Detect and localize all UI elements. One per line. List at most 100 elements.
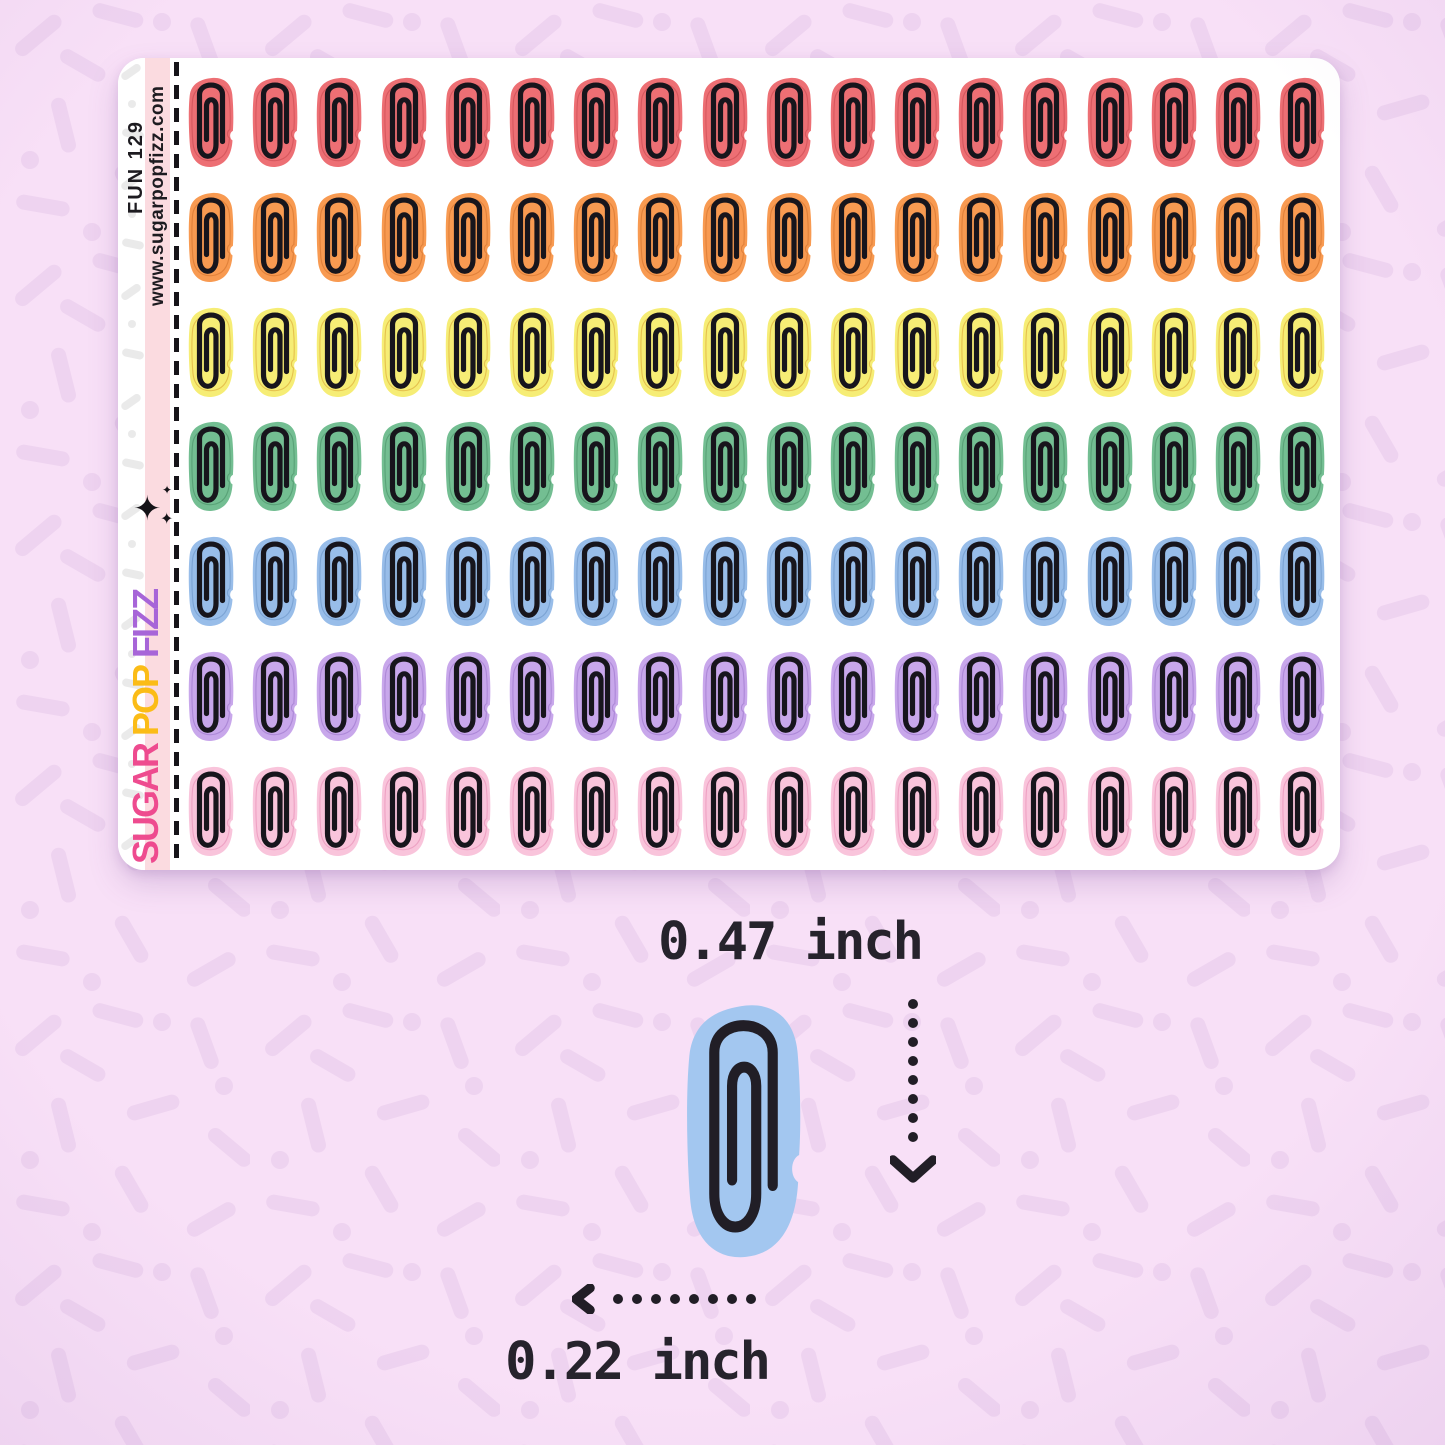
paperclip-sticker xyxy=(573,422,619,512)
sticker-cell xyxy=(443,420,507,535)
paperclip-sticker xyxy=(638,422,683,512)
sticker-cell xyxy=(1213,535,1277,650)
paperclip-sticker xyxy=(573,77,619,167)
sticker-cell xyxy=(507,191,571,306)
paperclip-sticker xyxy=(573,192,619,282)
paperclip-sticker xyxy=(959,537,1004,627)
paperclip-sticker xyxy=(317,766,362,856)
paperclip-sticker xyxy=(445,537,491,627)
paperclip-sticker xyxy=(509,422,555,512)
sticker-cell xyxy=(828,420,892,535)
sticker-cell xyxy=(1085,765,1149,870)
sticker-cell xyxy=(443,650,507,765)
sticker-cell xyxy=(1277,306,1340,421)
sticker-cell xyxy=(956,650,1020,765)
sticker-cell xyxy=(379,191,443,306)
sticker-cell xyxy=(1020,191,1084,306)
sticker-cell xyxy=(828,76,892,191)
sticker-cell xyxy=(1213,650,1277,765)
sticker-cell xyxy=(1085,306,1149,421)
sticker-cell xyxy=(956,765,1020,870)
sticker-cell xyxy=(700,306,764,421)
paperclip-sticker xyxy=(317,651,362,741)
paperclip-sticker xyxy=(188,766,234,856)
sticker-cell xyxy=(1213,76,1277,191)
paperclip-sticker xyxy=(317,77,362,167)
sticker-cell xyxy=(1149,306,1213,421)
paperclip-sticker xyxy=(1151,651,1197,741)
sticker-cell xyxy=(507,535,571,650)
sticker-cell xyxy=(1149,420,1213,535)
paperclip-sticker xyxy=(638,766,683,856)
paperclip-sticker xyxy=(638,651,683,741)
paperclip-sticker xyxy=(1215,766,1261,856)
paperclip-sticker xyxy=(1215,651,1261,741)
sticker-cell xyxy=(1213,306,1277,421)
sticker-cell xyxy=(1085,650,1149,765)
paperclip-sticker xyxy=(1023,422,1068,512)
sticker-cell xyxy=(635,306,699,421)
paperclip-sticker xyxy=(1151,77,1197,167)
paperclip-sticker xyxy=(702,422,747,512)
sticker-cell xyxy=(828,535,892,650)
paperclip-sticker xyxy=(381,422,426,512)
paperclip-sticker xyxy=(830,422,876,512)
paperclip-sticker xyxy=(766,192,812,282)
sticker-cell xyxy=(700,765,764,870)
paperclip-sticker xyxy=(1151,192,1197,282)
sticker-cell xyxy=(507,76,571,191)
sticker-cell xyxy=(1020,765,1084,870)
paperclip-sticker xyxy=(1215,307,1261,397)
paperclip-sticker xyxy=(702,651,747,741)
sticker-cell xyxy=(635,650,699,765)
paperclip-sticker xyxy=(509,537,555,627)
paperclip-sticker xyxy=(894,192,940,282)
paperclip-sticker xyxy=(766,537,812,627)
sticker-cell xyxy=(828,765,892,870)
sticker-cell xyxy=(892,650,956,765)
sticker-cell xyxy=(1149,765,1213,870)
sticker-cell xyxy=(892,535,956,650)
paperclip-sticker xyxy=(1087,307,1132,397)
sticker-cell xyxy=(250,76,314,191)
paperclip-sticker xyxy=(638,307,683,397)
width-label: 0.22 inch xyxy=(505,1332,771,1392)
sticker-cell xyxy=(1149,191,1213,306)
paperclip-sticker xyxy=(573,537,619,627)
sticker-cell xyxy=(250,306,314,421)
height-label: 0.47 inch xyxy=(658,912,924,972)
paperclip-sticker xyxy=(702,766,747,856)
sticker-grid xyxy=(186,76,1340,870)
sticker-cell xyxy=(1277,420,1340,535)
sticker-cell xyxy=(443,765,507,870)
paperclip-sticker xyxy=(638,77,683,167)
paperclip-sticker xyxy=(830,651,876,741)
sticker-cell xyxy=(314,306,378,421)
sticker-cell xyxy=(314,420,378,535)
sticker-cell xyxy=(635,191,699,306)
paperclip-sticker xyxy=(317,537,362,627)
sticker-cell xyxy=(956,191,1020,306)
paperclip-sticker xyxy=(509,77,555,167)
sticker-cell xyxy=(1277,535,1340,650)
sticker-cell xyxy=(507,765,571,870)
paperclip-sticker xyxy=(252,192,298,282)
sticker-cell xyxy=(700,535,764,650)
sticker-cell xyxy=(1213,420,1277,535)
paperclip-sticker xyxy=(1151,537,1197,627)
paperclip-sticker xyxy=(445,651,491,741)
paperclip-sticker xyxy=(894,537,940,627)
sticker-cell xyxy=(828,306,892,421)
paperclip-sticker xyxy=(1215,537,1261,627)
brand-word-pop: POP xyxy=(125,665,166,736)
paperclip-sticker xyxy=(1279,307,1325,397)
paperclip-sticker xyxy=(381,307,426,397)
sticker-cell xyxy=(764,420,828,535)
sticker-cell xyxy=(956,420,1020,535)
paperclip-sticker xyxy=(381,77,426,167)
paperclip-sticker xyxy=(188,422,234,512)
paperclip-sticker xyxy=(445,422,491,512)
paperclip-sticker xyxy=(1151,766,1197,856)
paperclip-sticker xyxy=(252,537,298,627)
sticker-cell xyxy=(1085,535,1149,650)
